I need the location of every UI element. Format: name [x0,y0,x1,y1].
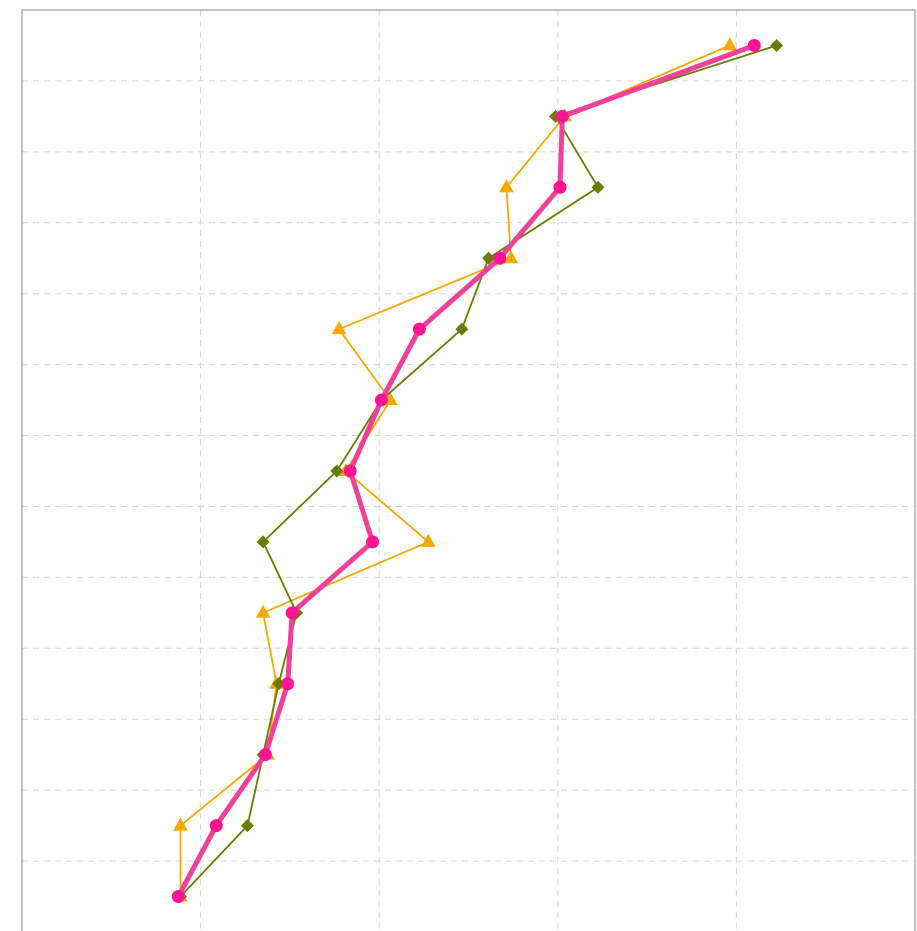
data-point-diamond-12 [770,38,784,52]
data-point-triangle-10 [499,179,514,193]
series-triangle [173,37,738,902]
data-point-circle-1 [209,819,223,833]
data-point-diamond-10 [591,180,605,194]
data-point-circle-6 [343,464,357,478]
data-point-circle-7 [374,393,388,407]
data-point-diamond-6 [330,464,344,478]
series-layer [171,37,784,904]
data-point-triangle-1 [173,817,188,831]
data-point-circle-5 [366,535,380,549]
data-point-triangle-9 [503,250,519,264]
data-point-circle-3 [281,677,295,691]
data-point-circle-8 [412,322,426,336]
series-line-triangle [179,44,731,898]
data-point-circle-11 [555,109,569,123]
plot-frame [21,9,916,931]
data-point-diamond-9 [482,251,496,265]
data-point-diamond-8 [455,322,469,336]
data-point-circle-9 [493,251,507,265]
grid-layer [22,10,915,931]
data-point-circle-2 [258,748,272,762]
data-point-circle-4 [285,606,299,620]
series-circle [171,38,761,904]
series-line-diamond [179,44,778,898]
data-point-circle-12 [747,38,761,52]
data-point-circle-0 [171,890,185,904]
series-diamond [174,38,784,904]
data-point-circle-10 [553,180,567,194]
data-point-triangle-12 [722,37,738,51]
data-point-diamond-1 [240,819,254,833]
data-point-triangle-5 [420,533,436,547]
data-point-triangle-8 [331,321,347,335]
data-point-diamond-5 [256,535,270,549]
data-point-diamond-3 [272,677,286,691]
series-line-circle [175,43,757,899]
data-point-triangle-4 [255,604,271,618]
